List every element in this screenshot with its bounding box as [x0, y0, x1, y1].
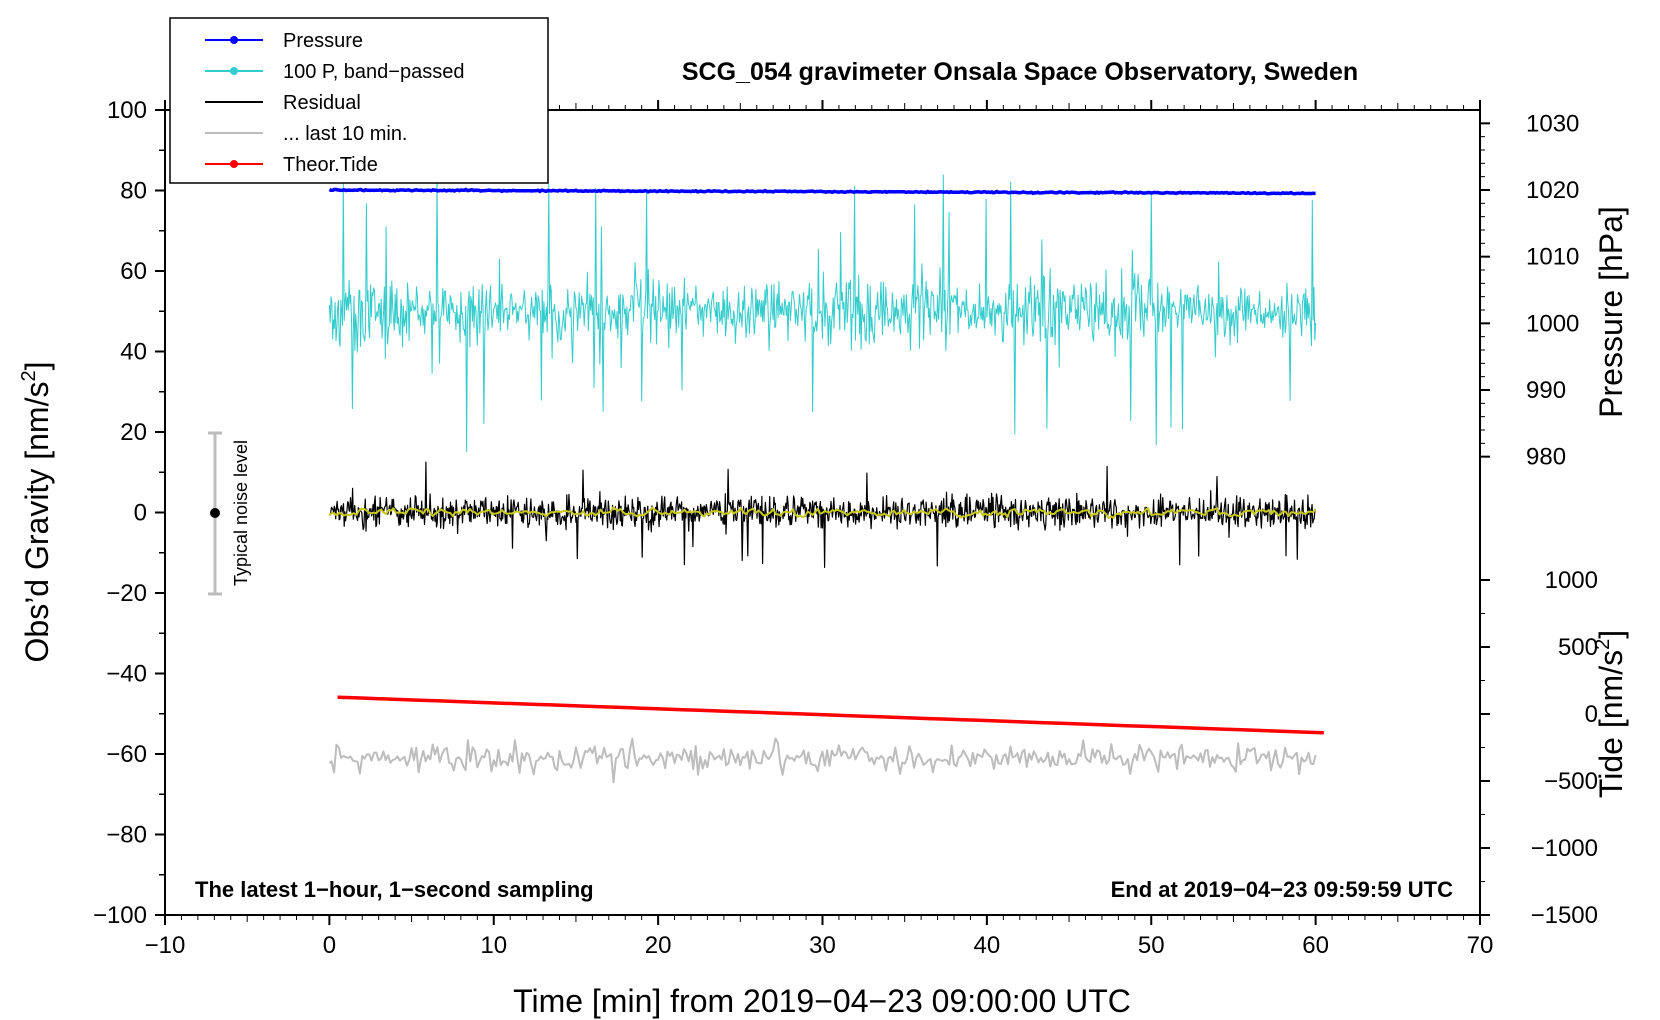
x-tick-label: 40 — [974, 932, 1001, 959]
y-tick-label: 0 — [134, 500, 147, 527]
noise-level-indicator: Typical noise level — [208, 431, 251, 596]
legend-marker — [230, 160, 238, 168]
x-tick-label: 10 — [480, 932, 507, 959]
x-tick-label: 50 — [1138, 932, 1165, 959]
x-tick-label: 20 — [645, 932, 672, 959]
legend-marker — [230, 67, 238, 75]
legend-label: Residual — [283, 92, 361, 114]
series-residual-smoothed — [328, 506, 1317, 519]
noise-bar-label: Typical noise level — [231, 440, 251, 586]
tide-tick-label: −500 — [1544, 768, 1598, 795]
legend-label: Theor.Tide — [283, 154, 378, 176]
tick-layer: −10 0 10 20 30 40 50 60 70−100−80−60−40−20020406… — [93, 97, 1598, 959]
pressure-tick-label: 1000 — [1526, 310, 1579, 337]
y-tick-label: 100 — [107, 97, 147, 124]
legend: Pressure 100 P, band−passed Residual ... la… — [169, 17, 549, 184]
y-tick-label: 20 — [120, 419, 147, 446]
tide-tick-label: −1000 — [1531, 835, 1598, 862]
x-tick-label: 0 — [323, 932, 336, 959]
tide-tick-label: −1500 — [1531, 902, 1598, 929]
chart-title: SCG_054 gravimeter Onsala Space Observat… — [682, 58, 1358, 86]
pressure-tick-label: 1010 — [1526, 244, 1579, 271]
series-pressure — [328, 187, 1316, 196]
y-tick-label: −40 — [106, 661, 147, 688]
legend-label: Pressure — [283, 30, 363, 52]
x-tick-label: −10 — [145, 932, 186, 959]
pressure-axis-title: Pressure [hPa] — [1593, 206, 1629, 418]
y-tick-label: −80 — [106, 822, 147, 849]
pressure-tick-label: 1030 — [1526, 110, 1579, 137]
legend-box — [169, 17, 549, 184]
y-tick-label: −100 — [93, 902, 147, 929]
noise-bar-dot — [210, 508, 220, 518]
legend-label: 100 P, band−passed — [283, 61, 464, 83]
left-note: The latest 1−hour, 1−second sampling — [195, 877, 594, 902]
pressure-tick-label: 990 — [1526, 377, 1566, 404]
tide-tick-label: 1000 — [1545, 567, 1598, 594]
y-tick-label: −20 — [106, 580, 147, 607]
x-tick-label: 60 — [1302, 932, 1329, 959]
tide-tick-label: 500 — [1558, 634, 1598, 661]
series-theoretical-tide — [337, 695, 1324, 735]
y-tick-label: 60 — [120, 258, 147, 285]
y-axis-title: Obs’d Gravity [nm/s2] — [18, 362, 55, 663]
x-axis-title: Time [min] from 2019−04−23 09:00:00 UTC — [513, 983, 1131, 1019]
x-tick-label: 30 — [809, 932, 836, 959]
tide-tick-label: 0 — [1585, 701, 1598, 728]
legend-marker — [230, 36, 238, 44]
legend-label: ... last 10 min. — [283, 123, 408, 145]
series-layer — [328, 174, 1324, 784]
y-tick-label: −60 — [106, 741, 147, 768]
right-note: End at 2019−04−23 09:59:59 UTC — [1111, 877, 1454, 902]
pressure-tick-label: 1020 — [1526, 177, 1579, 204]
series-last-10-min — [328, 737, 1317, 784]
y-tick-label: 40 — [120, 339, 147, 366]
x-tick-label: 70 — [1467, 932, 1494, 959]
y-tick-label: 80 — [120, 178, 147, 205]
pressure-tick-label: 980 — [1526, 444, 1566, 471]
series-residual — [329, 461, 1317, 568]
tide-axis-title: Tide [nm/s2] — [1592, 630, 1629, 798]
